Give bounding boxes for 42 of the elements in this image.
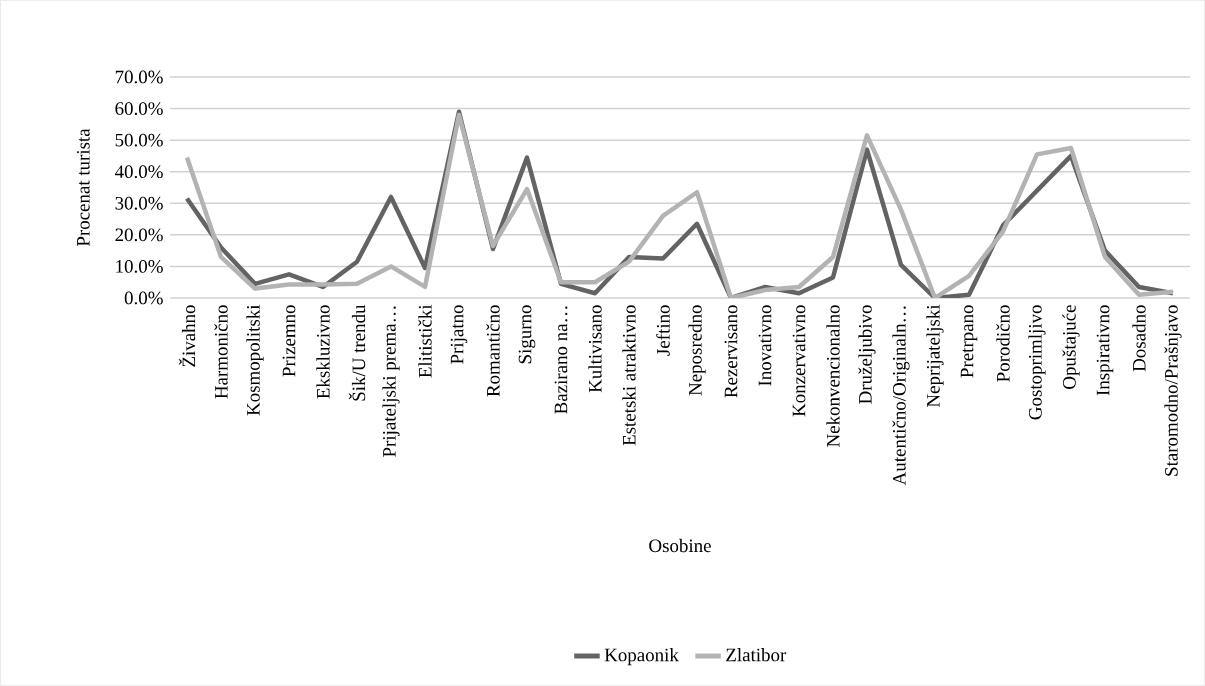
x-tick-label: Ekskluzivno <box>316 305 330 399</box>
x-tick-label: Prijatno <box>450 305 468 364</box>
x-tick-label: Prizemno <box>282 305 296 377</box>
x-tick-label: Harmonično <box>214 305 228 399</box>
x-tick-label: Dosadno <box>1132 305 1146 372</box>
x-tick-label: Opuštajuće <box>1062 305 1080 389</box>
x-tick-label: Rezervisano <box>724 305 738 398</box>
x-tick-label: Druželjubivo <box>858 305 876 404</box>
x-tick-label: Inspirativno <box>1096 305 1114 396</box>
y-tick-label: 0.0% <box>124 291 163 305</box>
y-tick-label: 30.0% <box>115 196 163 210</box>
y-tick-label: 50.0% <box>115 133 163 147</box>
y-tick-label: 60.0% <box>115 102 163 115</box>
x-tick-label: Sigurno <box>518 305 536 364</box>
x-tick-label: Autentično/Originaln… <box>892 306 910 486</box>
x-tick-label: Nekonvencionalno <box>826 305 840 447</box>
y-tick-label: 20.0% <box>115 228 163 242</box>
x-axis-title: Osobine <box>649 538 711 553</box>
legend-label: Kopaonik <box>604 648 679 666</box>
x-tick-label: Neposredno <box>688 305 706 396</box>
y-tick-label: 10.0% <box>116 260 163 273</box>
x-tick-label: Estetski atraktivno <box>622 305 636 446</box>
x-tick-label: Neprijateljski <box>926 304 944 407</box>
x-tick-label: Romantično <box>486 305 500 397</box>
x-tick-label: Porodično <box>996 305 1010 382</box>
x-tick-label: Bazirano na… <box>554 306 568 414</box>
x-tick-label: Gostoprimljivo <box>1028 305 1046 420</box>
x-tick-label: Staromodno/Prašnjavo <box>1164 305 1182 476</box>
y-tick-label: 70.0% <box>115 70 163 84</box>
y-tick-label: 40.0% <box>114 165 163 179</box>
x-tick-label: Živahno <box>178 305 196 367</box>
x-tick-label: Prijateljski prema… <box>382 306 400 457</box>
x-tick-label: Elitistički <box>418 304 432 378</box>
y-axis-title: Procenat turista <box>76 128 90 247</box>
x-tick-label: Šik/U trendu <box>348 304 366 401</box>
x-tick-label: Kosmopolitski <box>246 304 264 416</box>
x-tick-label: Konzervativno <box>792 305 806 417</box>
x-tick-label: Jeftino <box>656 305 670 356</box>
legend-label: Zlatibor <box>726 648 787 662</box>
x-tick-label: Kultivisano <box>588 305 602 393</box>
x-tick-label: Inovativno <box>758 305 772 386</box>
x-tick-label: Pretrpano <box>960 305 978 378</box>
